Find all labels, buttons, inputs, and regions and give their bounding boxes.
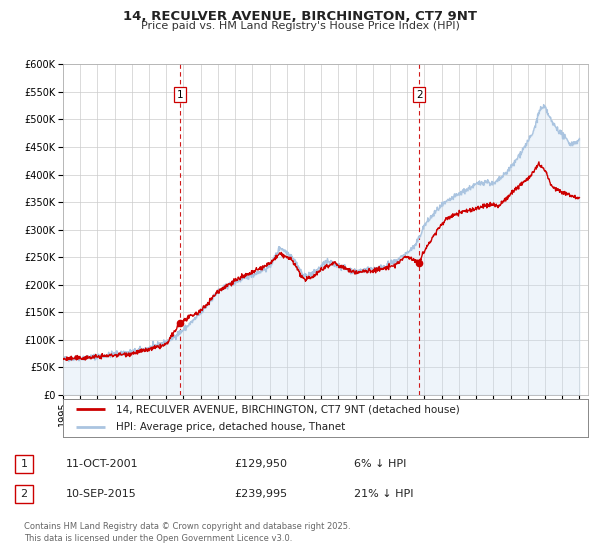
Text: 2: 2 — [416, 90, 423, 100]
Text: 14, RECULVER AVENUE, BIRCHINGTON, CT7 9NT (detached house): 14, RECULVER AVENUE, BIRCHINGTON, CT7 9N… — [115, 404, 459, 414]
Text: £129,950: £129,950 — [234, 459, 287, 469]
Text: 6% ↓ HPI: 6% ↓ HPI — [354, 459, 406, 469]
Text: 11-OCT-2001: 11-OCT-2001 — [66, 459, 139, 469]
Text: 21% ↓ HPI: 21% ↓ HPI — [354, 489, 413, 499]
Text: £239,995: £239,995 — [234, 489, 287, 499]
Text: 2: 2 — [20, 489, 28, 499]
Text: 1: 1 — [176, 90, 183, 100]
Text: Price paid vs. HM Land Registry's House Price Index (HPI): Price paid vs. HM Land Registry's House … — [140, 21, 460, 31]
Text: HPI: Average price, detached house, Thanet: HPI: Average price, detached house, Than… — [115, 422, 345, 432]
Text: Contains HM Land Registry data © Crown copyright and database right 2025.
This d: Contains HM Land Registry data © Crown c… — [24, 522, 350, 543]
Text: 14, RECULVER AVENUE, BIRCHINGTON, CT7 9NT: 14, RECULVER AVENUE, BIRCHINGTON, CT7 9N… — [123, 10, 477, 23]
Text: 1: 1 — [20, 459, 28, 469]
Text: 10-SEP-2015: 10-SEP-2015 — [66, 489, 137, 499]
